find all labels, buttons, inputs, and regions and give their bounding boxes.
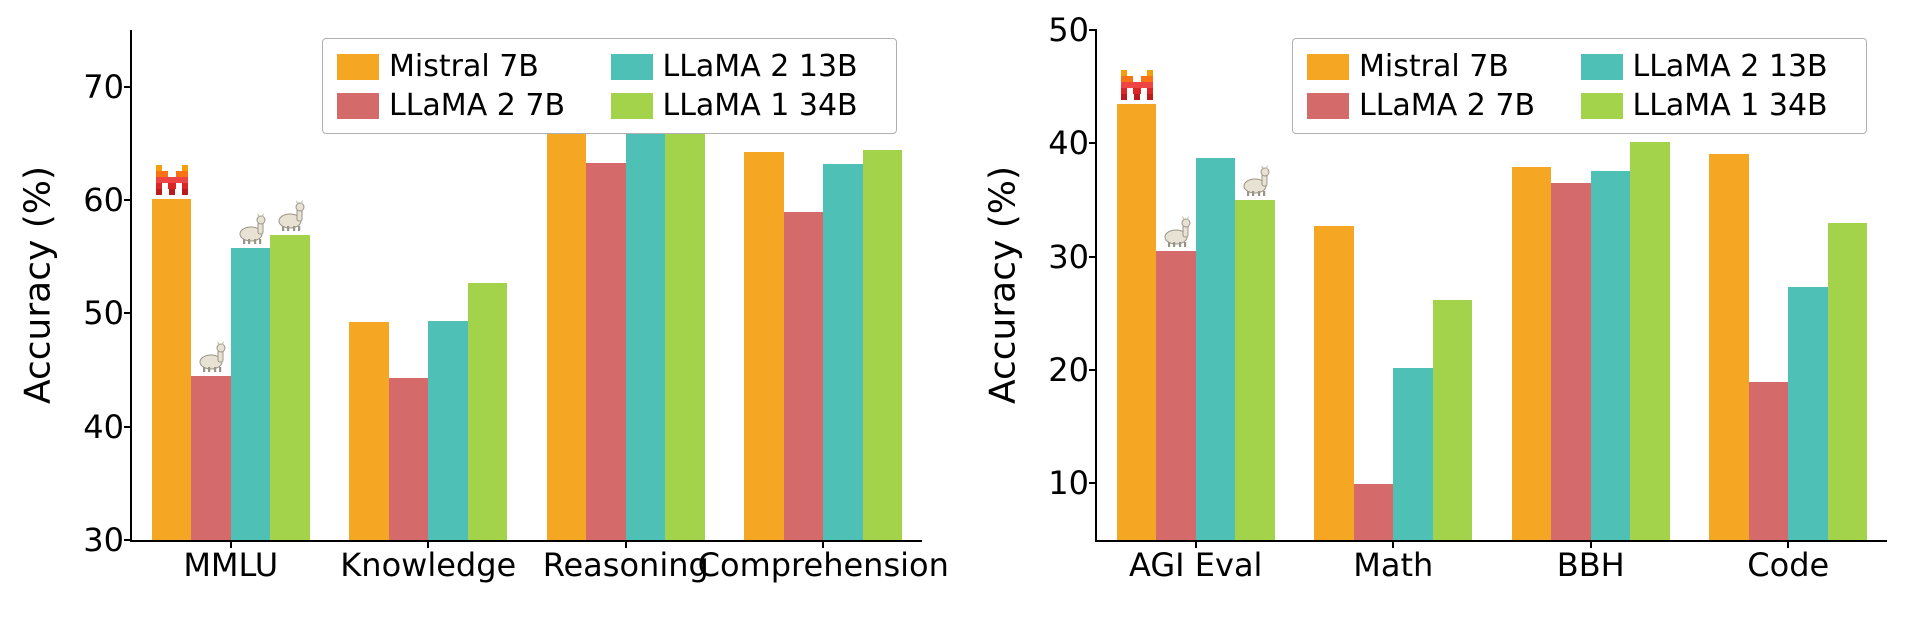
llama-icon <box>270 199 310 233</box>
left_panel-bar <box>349 322 389 540</box>
llama-icon <box>1235 164 1275 198</box>
right_panel-bar <box>1354 484 1394 540</box>
legend-label: Mistral 7B <box>389 49 539 84</box>
mistral-logo-icon <box>152 163 192 197</box>
left_panel-xtick: Knowledge <box>340 546 516 584</box>
left_panel-bar <box>823 164 863 540</box>
left_panel-xtick-mark <box>230 540 232 548</box>
left_panel-bar <box>586 163 626 540</box>
legend-swatch <box>337 93 379 119</box>
right_panel-ytick-mark <box>1089 256 1097 258</box>
legend-swatch <box>1307 54 1349 80</box>
right_panel-bar <box>1196 158 1236 540</box>
left_panel-legend: Mistral 7B LLaMA 2 13B LLaMA 2 7B LLaMA 1 3… <box>322 38 897 134</box>
right_panel-ytick-mark <box>1089 369 1097 371</box>
legend-label: LLaMA 2 13B <box>663 49 858 84</box>
right_panel-bar <box>1709 154 1749 540</box>
legend-swatch <box>611 54 653 80</box>
left_panel-ytick-mark <box>124 312 132 314</box>
right_panel-bar <box>1433 300 1473 540</box>
legend-item: LLaMA 2 7B <box>1307 88 1565 123</box>
left_panel-bar <box>191 376 231 540</box>
right_panel-bar <box>1235 200 1275 540</box>
llama-icon <box>1156 215 1196 249</box>
left_panel-xtick: Reasoning <box>543 546 709 584</box>
right_panel-xtick: Math <box>1353 546 1433 584</box>
right_panel-ytick-mark <box>1089 29 1097 31</box>
left_panel-bar <box>231 248 271 540</box>
legend-item: LLaMA 2 13B <box>1581 49 1839 84</box>
left_panel-bar <box>389 378 429 540</box>
left_panel-xtick: Comprehension <box>698 546 949 584</box>
left_panel-bar <box>152 199 192 540</box>
left_panel-bar <box>626 130 666 540</box>
left_panel-ylabel: Accuracy (%) <box>18 166 59 404</box>
right_panel-bar <box>1512 167 1552 540</box>
right_panel-bar <box>1749 382 1789 540</box>
left_panel-bar <box>270 235 310 540</box>
legend-swatch <box>1581 93 1623 119</box>
legend-swatch <box>611 93 653 119</box>
legend-item: LLaMA 1 34B <box>1581 88 1839 123</box>
legend-label: Mistral 7B <box>1359 49 1509 84</box>
legend-label: LLaMA 2 13B <box>1633 49 1828 84</box>
left_panel-bar <box>744 152 784 540</box>
right_panel-plot-area: 1020304050AGI EvalMathBBHCode Mistral <box>1095 30 1887 542</box>
left_panel-bar <box>547 97 587 540</box>
legend-swatch <box>337 54 379 80</box>
left_panel-bar <box>665 91 705 540</box>
mistral-logo-icon <box>1117 68 1157 102</box>
left_panel-bar <box>863 150 903 540</box>
right_panel-xtick: Code <box>1747 546 1829 584</box>
legend-item: Mistral 7B <box>1307 49 1565 84</box>
legend-label: LLaMA 2 7B <box>389 88 565 123</box>
legend-label: LLaMA 1 34B <box>663 88 858 123</box>
legend-swatch <box>1581 54 1623 80</box>
left_panel-bar <box>428 321 468 540</box>
figure: Accuracy (%) 3040506070MMLUKnowledgeReaso… <box>0 0 1920 625</box>
right_panel-xtick-mark <box>1195 540 1197 548</box>
right_panel-bar <box>1117 104 1157 540</box>
left_panel-ytick-mark <box>124 426 132 428</box>
right_panel-bar <box>1393 368 1433 540</box>
legend-item: LLaMA 1 34B <box>611 88 869 123</box>
right_panel-bar <box>1314 226 1354 540</box>
right_panel-ytick-mark <box>1089 142 1097 144</box>
llama-icon <box>231 212 271 246</box>
legend-item: Mistral 7B <box>337 49 595 84</box>
left_panel-xtick-mark <box>822 540 824 548</box>
left_panel-xtick: MMLU <box>183 546 278 584</box>
legend-item: LLaMA 2 13B <box>611 49 869 84</box>
right_panel-bar <box>1630 142 1670 540</box>
right_panel-bar <box>1551 183 1591 540</box>
right_panel-xtick: BBH <box>1557 546 1625 584</box>
right_panel-bar <box>1156 251 1196 540</box>
right_panel-ytick-mark <box>1089 482 1097 484</box>
right_panel-bar <box>1788 287 1828 540</box>
left_panel-bar <box>468 283 508 540</box>
left_panel-plot-area: 3040506070MMLUKnowledgeReasoningComprehe… <box>130 30 922 542</box>
right_panel-ylabel: Accuracy (%) <box>983 166 1024 404</box>
right_panel-xtick: AGI Eval <box>1129 546 1262 584</box>
right_panel-bar <box>1591 171 1631 540</box>
right_panel-xtick-mark <box>1392 540 1394 548</box>
right_panel-legend: Mistral 7B LLaMA 2 13B LLaMA 2 7B LLaMA 1 3… <box>1292 38 1867 134</box>
legend-item: LLaMA 2 7B <box>337 88 595 123</box>
left_panel-xtick-mark <box>427 540 429 548</box>
legend-swatch <box>1307 93 1349 119</box>
right_panel-bar <box>1828 223 1868 540</box>
left_panel-bar <box>784 212 824 540</box>
left_panel-ytick-mark <box>124 539 132 541</box>
right-panel: Accuracy (%) 1020304050AGI EvalMathBBHCod… <box>960 0 1920 625</box>
llama-icon <box>191 340 231 374</box>
left_panel-ytick-mark <box>124 86 132 88</box>
left_panel-ytick-mark <box>124 199 132 201</box>
legend-label: LLaMA 1 34B <box>1633 88 1828 123</box>
legend-label: LLaMA 2 7B <box>1359 88 1535 123</box>
left_panel-xtick-mark <box>625 540 627 548</box>
left-panel: Accuracy (%) 3040506070MMLUKnowledgeReaso… <box>0 0 960 625</box>
right_panel-xtick-mark <box>1787 540 1789 548</box>
right_panel-xtick-mark <box>1590 540 1592 548</box>
